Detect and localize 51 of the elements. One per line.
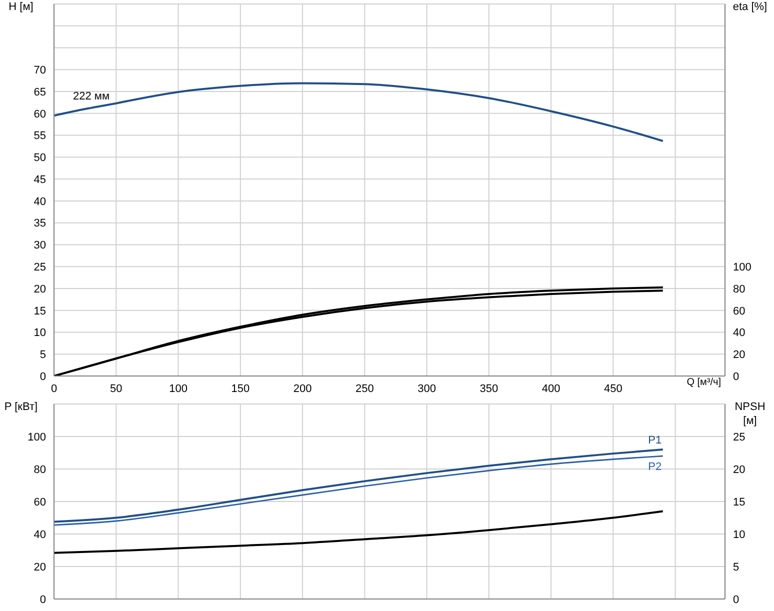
y-tick-label: 40 [34,196,46,208]
y-tick-label: 45 [34,174,46,186]
y2-axis-title: eta [%] [732,0,768,14]
x-tick-label: 450 [604,382,622,395]
y-tick-label: 0 [40,594,46,606]
x-tick-label: 400 [542,382,560,395]
y2-tick-label: 0 [733,594,740,606]
y-tick-label: 65 [34,86,46,98]
y-tick-label: 70 [34,64,46,77]
y-tick-label: 50 [34,152,46,164]
y-tick-label: 60 [34,496,46,508]
y-axis-title: H [м] [8,0,34,14]
y2-tick-label: 100 [733,261,752,274]
y-tick-label: 100 [28,431,46,444]
y-tick-label: 80 [34,464,46,476]
y-tick-label: 20 [34,561,46,574]
y2-tick-label: 20 [733,464,746,476]
y2-tick-label: 25 [733,431,746,444]
x-tick-label: 50 [110,382,122,395]
x-tick-label: 200 [293,382,312,395]
x-tick-label: 350 [480,382,498,395]
x-axis-title: Q [м³/ч] [661,377,721,388]
x-tick-label: 150 [231,382,250,395]
annotation: 222 мм [73,90,110,103]
y2-tick-label: 80 [733,283,746,296]
x-tick-label: 0 [50,382,58,395]
y-tick-label: 15 [34,305,46,318]
y-tick-label: 10 [34,327,46,340]
series-label: P2 [648,461,662,473]
y2-tick-label: 15 [733,496,746,508]
y-tick-label: 0 [40,370,46,383]
x-tick-label: 250 [355,382,374,395]
y2-tick-label: 0 [733,370,740,383]
y-tick-label: 35 [34,218,46,230]
y2-tick-label: 20 [733,349,746,362]
y-tick-label: 25 [34,261,46,274]
y2-tick-label: 5 [733,561,740,574]
y2-tick-label: 10 [733,528,746,541]
y2-tick-label: 60 [733,305,746,318]
y2-tick-label: 40 [733,327,746,340]
y-tick-label: 40 [34,528,46,541]
x-tick-label: 300 [418,382,436,395]
series-label: P1 [648,434,662,446]
y-axis-title: P [кВт] [4,400,38,414]
y-tick-label: 30 [34,240,46,252]
y-tick-label: 55 [34,130,46,142]
y-tick-label: 5 [40,349,46,362]
y-tick-label: 20 [34,283,46,296]
x-tick-label: 100 [169,382,188,395]
y2-axis-title: NPSH [м] [734,400,766,428]
y-tick-label: 60 [34,108,46,120]
